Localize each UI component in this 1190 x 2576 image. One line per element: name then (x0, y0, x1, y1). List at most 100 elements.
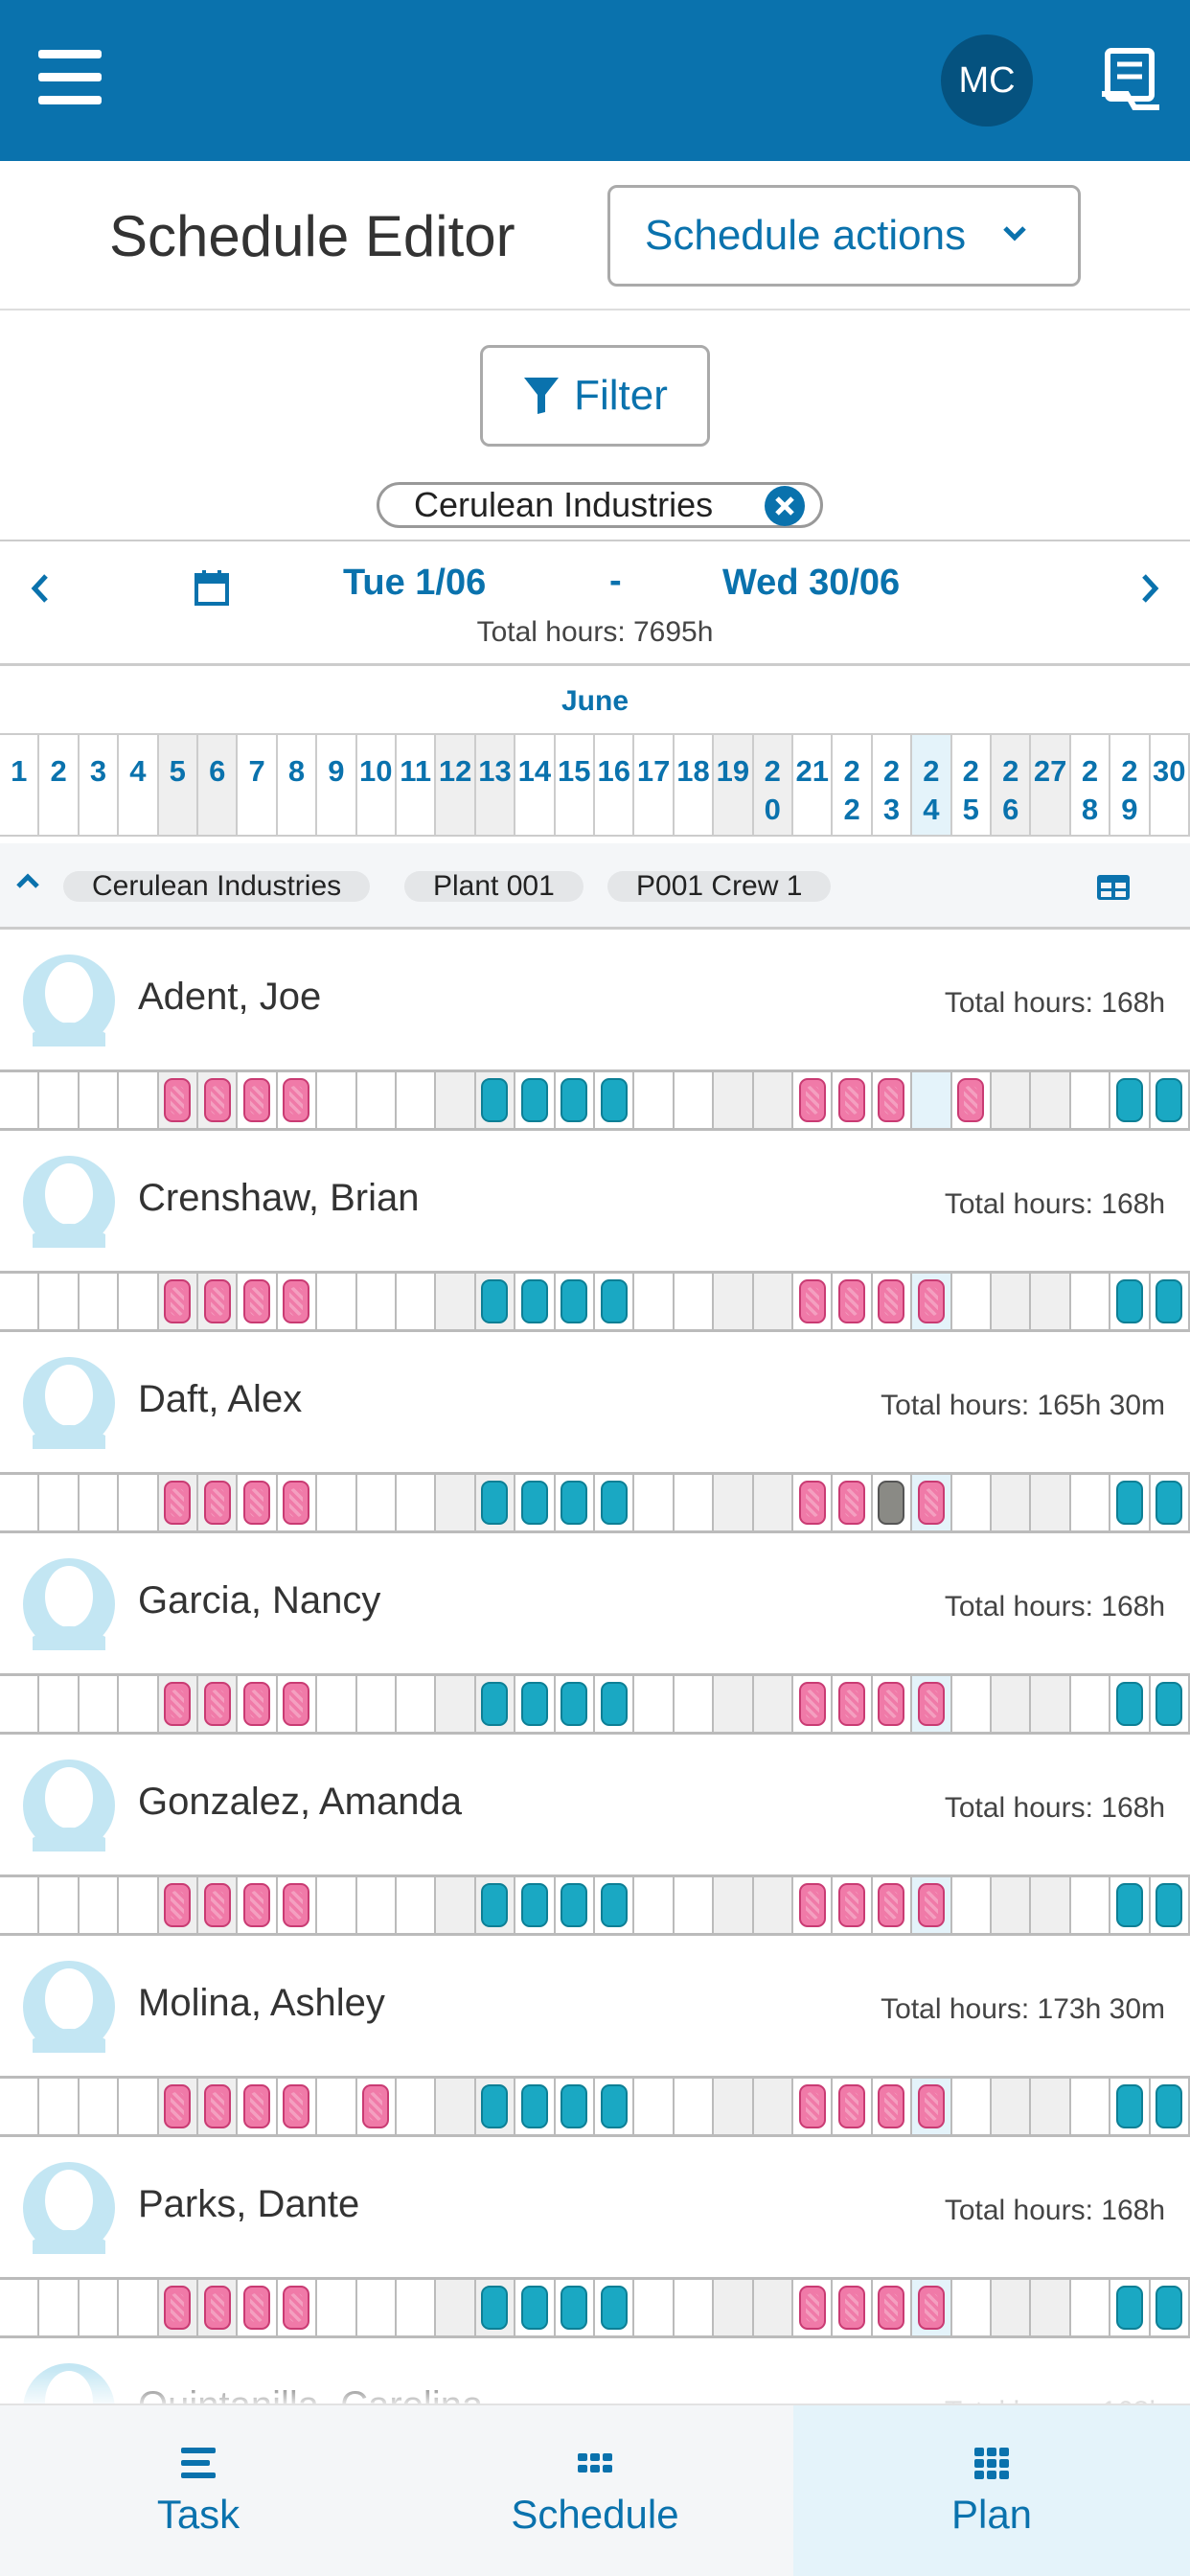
shift-cell-day-5[interactable] (158, 1274, 198, 1329)
shift-pill-teal[interactable] (600, 2286, 628, 2330)
shift-cell-day-23[interactable] (873, 1877, 913, 1933)
shift-cell-day-10[interactable] (357, 2280, 397, 2335)
shift-pill-teal[interactable] (1115, 2084, 1143, 2128)
shift-cell-day-6[interactable] (198, 1475, 239, 1530)
shift-cell-day-17[interactable] (634, 1877, 675, 1933)
shift-cell-day-22[interactable] (833, 2079, 873, 2134)
shift-cell-day-1[interactable] (0, 2079, 40, 2134)
shift-pill-pink[interactable] (243, 1883, 271, 1927)
shift-cell-day-17[interactable] (634, 1475, 675, 1530)
shift-cell-day-2[interactable] (39, 2079, 80, 2134)
shift-cell-day-19[interactable] (714, 2079, 754, 2134)
shift-cell-day-10[interactable] (357, 2079, 397, 2134)
day-header-29[interactable]: 29 (1110, 735, 1151, 835)
shift-cell-day-14[interactable] (515, 2280, 556, 2335)
shift-cell-day-4[interactable] (119, 1475, 159, 1530)
shift-pill-teal[interactable] (600, 1078, 628, 1122)
crew-breadcrumb-crew[interactable]: P001 Crew 1 (607, 871, 832, 902)
shift-cell-day-23[interactable] (873, 1475, 913, 1530)
shift-cell-day-25[interactable] (952, 1072, 992, 1128)
shift-cell-day-13[interactable] (475, 1475, 516, 1530)
shift-cell-day-18[interactable] (675, 1877, 715, 1933)
shift-pill-pink[interactable] (164, 2286, 192, 2330)
shift-pill-teal[interactable] (1115, 1078, 1143, 1122)
shift-cell-day-14[interactable] (515, 1072, 556, 1128)
shift-cell-day-18[interactable] (675, 1676, 715, 1732)
shift-cell-day-23[interactable] (873, 1072, 913, 1128)
shift-cell-day-13[interactable] (475, 2280, 516, 2335)
shift-cell-day-14[interactable] (515, 1877, 556, 1933)
shift-cell-day-16[interactable] (595, 2079, 635, 2134)
shift-cell-day-2[interactable] (39, 1877, 80, 1933)
shift-pill-pink[interactable] (798, 1279, 826, 1323)
shift-cell-day-13[interactable] (475, 1072, 516, 1128)
shift-pill-teal[interactable] (481, 2084, 509, 2128)
shift-cell-day-26[interactable] (992, 2079, 1032, 2134)
shift-pill-teal[interactable] (520, 1481, 548, 1525)
nav-tab-task[interactable]: Task (0, 2405, 397, 2576)
shift-cell-day-25[interactable] (952, 2280, 992, 2335)
employee-avatar-icon[interactable] (23, 2162, 115, 2254)
day-header-17[interactable]: 17 (634, 735, 675, 835)
shift-cell-day-18[interactable] (675, 1274, 715, 1329)
shift-cell-day-20[interactable] (753, 1877, 793, 1933)
shift-cell-day-15[interactable] (556, 2280, 595, 2335)
shift-cell-day-12[interactable] (436, 1877, 476, 1933)
shift-cell-day-26[interactable] (992, 1877, 1032, 1933)
shift-cell-day-16[interactable] (595, 1072, 635, 1128)
day-header-26[interactable]: 26 (992, 735, 1032, 835)
shift-cell-day-11[interactable] (397, 1676, 437, 1732)
employee-name[interactable]: Molina, Ashley (138, 1982, 385, 2024)
day-header-14[interactable]: 14 (515, 735, 556, 835)
shift-pill-pink[interactable] (164, 2084, 192, 2128)
day-header-13[interactable]: 13 (475, 735, 516, 835)
shift-cell-day-28[interactable] (1071, 2079, 1111, 2134)
shift-pill-pink[interactable] (917, 2084, 945, 2128)
chevron-left-icon[interactable] (29, 572, 50, 605)
shift-cell-day-4[interactable] (119, 2079, 159, 2134)
shift-cell-day-6[interactable] (198, 1072, 239, 1128)
shift-pill-pink[interactable] (917, 1682, 945, 1726)
shift-cell-day-13[interactable] (475, 1676, 516, 1732)
shift-cell-day-5[interactable] (158, 1475, 198, 1530)
shift-cell-day-25[interactable] (952, 1676, 992, 1732)
shift-cell-day-8[interactable] (278, 2280, 318, 2335)
shift-cell-day-28[interactable] (1071, 1274, 1111, 1329)
shift-pill-teal[interactable] (481, 1883, 509, 1927)
employee-avatar-icon[interactable] (23, 1760, 115, 1852)
shift-pill-pink[interactable] (798, 1883, 826, 1927)
shift-cell-day-8[interactable] (278, 2079, 318, 2134)
shift-cell-day-20[interactable] (753, 2079, 793, 2134)
shift-cell-day-23[interactable] (873, 2079, 913, 2134)
shift-cell-day-1[interactable] (0, 1676, 40, 1732)
shift-pill-teal[interactable] (1115, 2286, 1143, 2330)
shift-cell-day-18[interactable] (675, 1475, 715, 1530)
shift-cell-day-24[interactable] (912, 2280, 952, 2335)
shift-cell-day-21[interactable] (793, 2280, 834, 2335)
shift-cell-day-17[interactable] (634, 1072, 675, 1128)
shift-cell-day-7[interactable] (238, 2280, 278, 2335)
shift-cell-day-4[interactable] (119, 1072, 159, 1128)
shift-cell-day-3[interactable] (80, 1877, 120, 1933)
employee-name[interactable]: Adent, Joe (138, 976, 322, 1018)
shift-pill-teal[interactable] (1156, 1682, 1183, 1726)
shift-cell-day-3[interactable] (80, 1475, 120, 1530)
remove-filter-icon[interactable] (765, 486, 805, 526)
shift-cell-day-15[interactable] (556, 1877, 595, 1933)
day-header-25[interactable]: 25 (952, 735, 992, 835)
shift-cell-day-2[interactable] (39, 1072, 80, 1128)
shift-cell-day-11[interactable] (397, 1072, 437, 1128)
nav-tab-plan[interactable]: Plan (793, 2405, 1190, 2576)
day-header-12[interactable]: 12 (436, 735, 476, 835)
shift-pill-teal[interactable] (561, 1078, 588, 1122)
shift-cell-day-19[interactable] (714, 1274, 754, 1329)
shift-cell-day-15[interactable] (556, 1475, 595, 1530)
schedule-actions-button[interactable]: Schedule actions (607, 185, 1081, 287)
shift-cell-day-9[interactable] (317, 1877, 357, 1933)
shift-cell-day-30[interactable] (1151, 1877, 1190, 1933)
shift-cell-day-26[interactable] (992, 2280, 1032, 2335)
shift-cell-day-11[interactable] (397, 1274, 437, 1329)
day-header-6[interactable]: 6 (198, 735, 239, 835)
shift-cell-day-6[interactable] (198, 1676, 239, 1732)
shift-cell-day-28[interactable] (1071, 1072, 1111, 1128)
